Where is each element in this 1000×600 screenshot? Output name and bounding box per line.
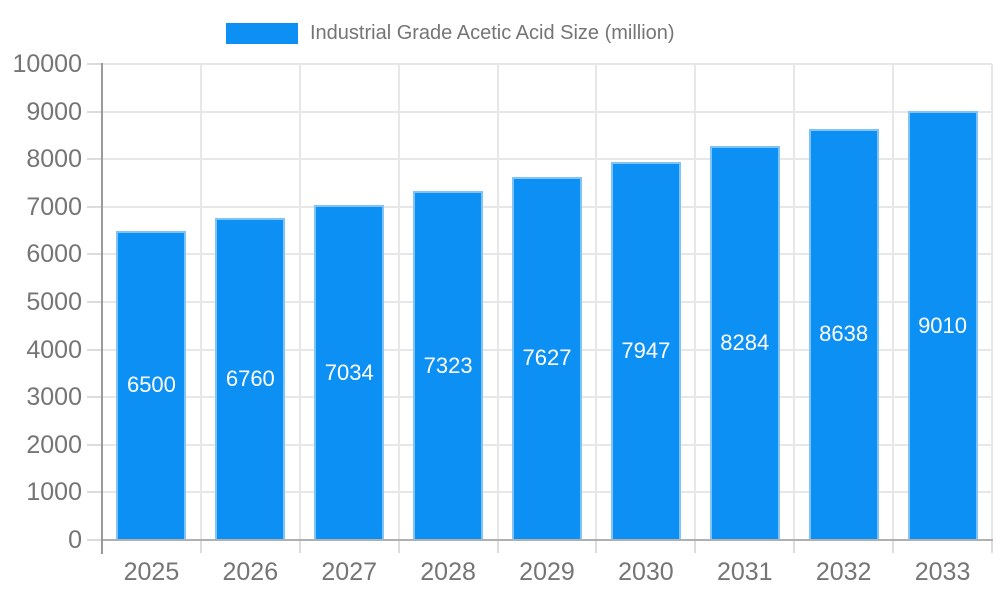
x-gridline xyxy=(892,64,895,540)
y-tick-label: 8000 xyxy=(26,145,82,174)
bar-value-label: 8638 xyxy=(819,321,869,347)
y-axis-tick xyxy=(87,539,102,541)
y-axis-tick xyxy=(87,110,102,113)
x-axis-tick xyxy=(595,540,598,553)
x-gridline xyxy=(199,64,202,540)
bar-value-label: 7034 xyxy=(324,359,374,385)
x-axis-line xyxy=(101,539,993,541)
y-tick-label: 10000 xyxy=(12,50,82,78)
bar-value-label: 7947 xyxy=(621,337,671,363)
bar[interactable] xyxy=(314,205,385,540)
y-axis-tick xyxy=(87,348,102,351)
y-axis-tick xyxy=(87,205,102,208)
y-axis-tick xyxy=(87,396,102,399)
x-tick-label: 2028 xyxy=(420,558,476,586)
bar-value-label: 7627 xyxy=(522,345,572,371)
y-tick-label: 1000 xyxy=(26,478,82,507)
legend-item[interactable]: Industrial Grade Acetic Acid Size (milli… xyxy=(226,21,675,45)
legend-swatch-icon xyxy=(226,22,298,44)
x-tick-label: 2032 xyxy=(815,558,872,586)
bar-value-label: 6500 xyxy=(126,372,176,398)
x-tick-label: 2029 xyxy=(519,558,575,586)
x-tick-label: 2026 xyxy=(222,558,279,586)
x-tick-label: 2027 xyxy=(321,558,378,586)
y-axis-line xyxy=(101,63,103,554)
x-gridline xyxy=(694,64,697,540)
x-axis-tick xyxy=(199,540,202,553)
y-tick-label: 5000 xyxy=(26,288,82,316)
y-tick-label: 7000 xyxy=(26,192,82,221)
bar[interactable] xyxy=(808,128,879,540)
y-axis-tick xyxy=(87,158,102,161)
x-gridline xyxy=(397,64,400,540)
x-gridline xyxy=(991,64,993,540)
bar-value-label: 7323 xyxy=(423,352,473,378)
x-tick-label: 2031 xyxy=(716,558,773,586)
bar[interactable] xyxy=(116,230,187,540)
bar[interactable] xyxy=(512,176,582,540)
y-tick-label: 0 xyxy=(68,526,82,554)
bar-value-label: 9010 xyxy=(918,312,968,338)
bar[interactable] xyxy=(709,145,780,540)
x-axis-tick xyxy=(298,540,301,553)
y-axis-tick xyxy=(87,443,102,446)
y-axis-tick xyxy=(87,491,102,494)
bar-value-label: 6760 xyxy=(225,366,275,392)
x-axis-tick xyxy=(991,540,993,553)
bar-value-label: 8284 xyxy=(720,329,770,355)
y-gridline xyxy=(102,158,992,161)
y-tick-label: 3000 xyxy=(26,383,82,412)
y-axis-tick xyxy=(87,63,102,65)
x-gridline xyxy=(496,64,499,540)
y-tick-label: 6000 xyxy=(26,240,82,269)
legend-label: Industrial Grade Acetic Acid Size (milli… xyxy=(310,22,675,44)
x-axis-tick xyxy=(397,540,400,553)
y-tick-label: 9000 xyxy=(26,97,82,126)
bar[interactable] xyxy=(907,111,978,540)
x-axis-tick xyxy=(496,540,499,553)
x-tick-label: 2030 xyxy=(618,558,674,586)
x-tick-label: 2025 xyxy=(123,558,180,586)
x-gridline xyxy=(298,64,301,540)
y-axis-tick xyxy=(87,253,102,256)
bar[interactable] xyxy=(215,218,286,540)
x-tick-label: 2033 xyxy=(914,558,971,586)
y-tick-label: 4000 xyxy=(26,335,82,364)
x-axis-tick xyxy=(892,540,895,553)
x-axis-tick xyxy=(694,540,697,553)
bar[interactable] xyxy=(413,191,484,540)
bar[interactable] xyxy=(610,161,681,540)
x-gridline xyxy=(595,64,598,540)
y-axis-tick xyxy=(87,301,102,303)
y-gridline xyxy=(102,63,992,65)
y-gridline xyxy=(102,110,992,113)
y-tick-label: 2000 xyxy=(26,430,82,459)
x-gridline xyxy=(793,64,796,540)
x-axis-tick xyxy=(793,540,796,553)
